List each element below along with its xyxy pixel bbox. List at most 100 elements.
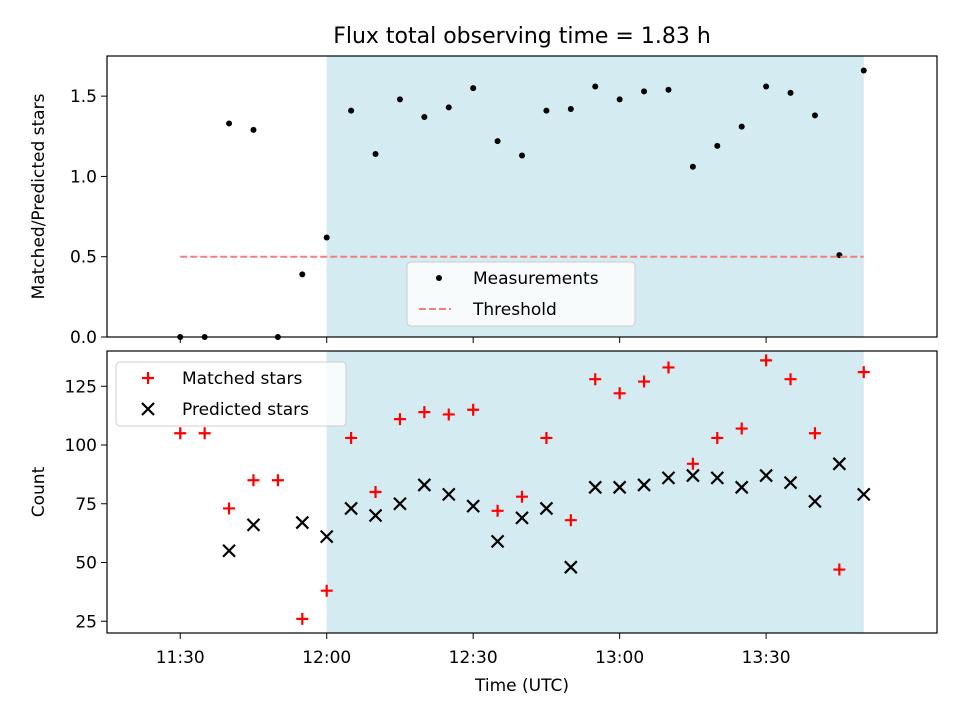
data-point (589, 373, 602, 386)
data-point (714, 142, 721, 149)
y-tick-label: 125 (65, 377, 97, 397)
legend-label: Matched stars (182, 369, 302, 389)
data-point (417, 478, 432, 492)
data-point (564, 514, 577, 527)
data-point (445, 104, 452, 111)
data-point (738, 123, 745, 130)
data-point (710, 471, 725, 485)
data-point (320, 584, 333, 597)
x-tick-label: 12:00 (302, 648, 351, 668)
data-point (345, 431, 358, 444)
data-point (539, 501, 554, 516)
data-point (856, 487, 871, 502)
data-point (516, 490, 528, 503)
legend-marker (141, 402, 155, 416)
data-point (393, 496, 407, 511)
y-tick-label: 50 (75, 554, 97, 574)
data-point (567, 105, 574, 112)
data-point (588, 480, 603, 495)
data-point (299, 271, 306, 278)
data-point (174, 427, 187, 440)
x-tick-label: 13:30 (742, 648, 791, 668)
data-point (613, 387, 626, 400)
data-point (348, 107, 355, 114)
data-point (295, 515, 310, 530)
data-point (466, 499, 480, 513)
data-point (393, 413, 406, 426)
series-measurements (177, 67, 867, 340)
data-point (616, 96, 623, 103)
legend: Measurements Threshold (406, 261, 636, 327)
data-point (223, 502, 236, 515)
data-point (247, 474, 260, 487)
data-point (271, 474, 284, 487)
legend-label: Threshold (472, 300, 557, 320)
data-point (735, 422, 748, 435)
y-tick-label: 25 (75, 612, 97, 632)
x-tick-label: 12:30 (449, 648, 498, 668)
data-point (760, 354, 773, 367)
data-point (198, 427, 211, 440)
data-point (519, 152, 525, 159)
data-point (470, 85, 477, 92)
x-tick-label: 13:00 (595, 648, 644, 668)
legend-box (115, 361, 347, 427)
data-point (833, 563, 846, 576)
data-point (368, 508, 383, 523)
data-point (662, 361, 675, 374)
chart-title: Flux total observing time = 1.83 h (333, 24, 711, 49)
data-point (665, 86, 672, 93)
y-tick-label: 1.0 (70, 167, 97, 187)
y-axis-label: Count (29, 466, 49, 517)
data-point (222, 543, 236, 558)
y-tick-label: 75 (75, 495, 97, 515)
data-point (226, 120, 233, 127)
data-point (494, 138, 501, 145)
data-point (734, 480, 749, 495)
data-point (661, 471, 676, 485)
data-point (860, 67, 867, 74)
data-point (787, 89, 794, 96)
y-tick-label: 100 (65, 436, 97, 456)
data-point (808, 494, 822, 509)
data-point (319, 529, 334, 544)
data-point (344, 501, 358, 516)
data-point (491, 504, 504, 517)
legend-label: Predicted stars (182, 400, 309, 420)
data-point (832, 457, 847, 471)
data-point (783, 475, 798, 490)
data-point (686, 457, 699, 470)
x-axis-label: Time (UTC) (474, 676, 569, 696)
axes-frame (106, 55, 938, 338)
legend: Matched stars Predicted stars (115, 361, 347, 427)
bottom-panel-counts: 25 50 75 100 125 11:30 12:00 12:30 13:00 13:30 Cou… (29, 350, 938, 668)
y-tick-label: 0.5 (70, 248, 97, 268)
data-point (638, 375, 651, 388)
data-point (467, 403, 480, 416)
data-point (689, 163, 696, 170)
data-point (543, 107, 550, 114)
data-point (811, 112, 818, 119)
top-panel-ratio: 0.0 0.5 1.0 1.5 Matched/Predicted stars Measu… (29, 55, 938, 348)
series-predicted-stars (222, 457, 871, 574)
y-axis-label: Matched/Predicted stars (29, 93, 49, 299)
data-point (418, 406, 431, 419)
data-point (763, 83, 770, 90)
data-point (857, 366, 870, 379)
legend-marker (436, 275, 442, 281)
data-point (641, 88, 648, 95)
observing-window-shade (326, 351, 864, 633)
legend-box (406, 261, 636, 327)
data-point (246, 518, 261, 532)
data-point (564, 560, 578, 574)
data-point (540, 431, 553, 444)
axes-frame (106, 350, 938, 634)
data-point (250, 126, 257, 133)
data-point (686, 468, 700, 483)
data-point (372, 150, 379, 157)
data-point (759, 468, 773, 483)
data-point (784, 373, 797, 386)
legend-marker (142, 372, 154, 384)
data-point (396, 96, 403, 103)
